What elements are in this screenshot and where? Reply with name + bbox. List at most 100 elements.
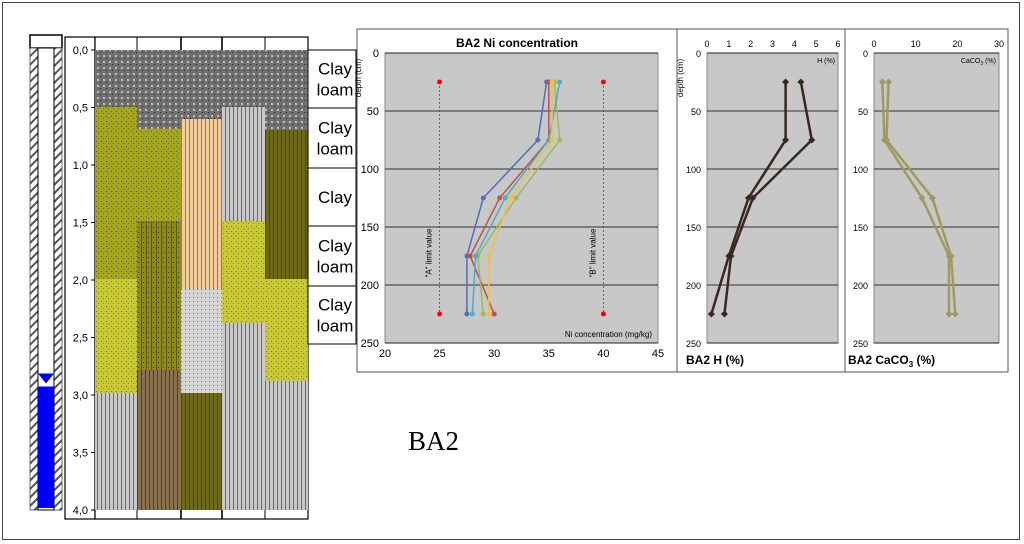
data-point — [808, 136, 816, 144]
chart-title: BA2 CaCO3 (%) — [848, 353, 935, 369]
x-axis-label: Ni concentration (mg/kg) — [565, 330, 652, 339]
data-point — [744, 194, 752, 202]
data-point — [727, 252, 735, 260]
soil-texture-label: loam — [317, 140, 354, 159]
depth-tick-label: 4,0 — [73, 505, 88, 517]
soil-layer — [222, 50, 265, 107]
site-label: BA2 — [408, 426, 459, 456]
y-tick-label: 200 — [361, 280, 379, 292]
soil-layer — [181, 289, 222, 393]
y-tick-label: 50 — [367, 106, 379, 118]
y-tick-label: 200 — [853, 281, 868, 291]
data-point — [491, 311, 497, 317]
y-tick-label: 200 — [686, 281, 701, 291]
chart-title: BA2 Ni concentration — [456, 36, 578, 50]
chart-h: 0 50 100 150 200 250 0 1 2 3 4 5 6 depth (cm) H (%) BA2… — [676, 39, 841, 367]
depth-tick-label: 3,0 — [73, 390, 88, 402]
data-point — [549, 79, 555, 85]
plot-area — [384, 52, 659, 344]
soil-layer — [265, 50, 308, 130]
y-tick-label: 100 — [686, 165, 701, 175]
soil-layer — [181, 50, 222, 119]
data-point — [535, 137, 541, 143]
data-point — [513, 195, 519, 201]
soil-layer — [222, 323, 265, 510]
soil-texture-label: loam — [317, 81, 354, 100]
soil-texture-label: Clay — [318, 188, 353, 207]
x-tick-label: 40 — [597, 348, 609, 360]
soil-texture-label: loam — [317, 317, 354, 336]
y-tick-label: 50 — [858, 107, 868, 117]
x-tick-label: 30 — [994, 39, 1004, 49]
soil-layer — [95, 107, 137, 279]
soil-profile — [94, 36, 309, 520]
soil-texture-labels: Clay loam Clay loam Clay Clay loam Clay loam — [307, 49, 357, 345]
data-point — [464, 311, 470, 317]
y-tick-label: 0 — [373, 48, 379, 60]
x-axis-label: CaCO3 (%) — [961, 58, 996, 67]
groundwater-level-marker — [38, 373, 54, 384]
soil-layer — [137, 370, 181, 510]
soil-layer — [265, 279, 308, 381]
soil-layer — [95, 279, 137, 393]
soil-layer — [222, 107, 265, 221]
data-point — [557, 79, 563, 85]
soil-texture-label: Clay — [318, 296, 353, 315]
soil-layer — [95, 393, 137, 510]
x-tick-label: 3 — [770, 39, 775, 49]
data-point — [918, 194, 926, 202]
y-tick-label: 150 — [361, 222, 379, 234]
y-tick-label: 100 — [361, 164, 379, 176]
soil-texture-label: loam — [317, 258, 354, 277]
limit-point — [437, 311, 443, 317]
soil-layer — [137, 129, 181, 221]
y-tick-label: 250 — [686, 339, 701, 349]
x-tick-label: 35 — [543, 348, 555, 360]
plot-area — [706, 52, 839, 344]
data-point — [557, 137, 563, 143]
x-tick-label: 10 — [911, 39, 921, 49]
data-point — [549, 137, 555, 143]
groundwater-column — [38, 386, 54, 508]
soil-texture-label: Clay — [318, 237, 353, 256]
limit-label: "B" limit value — [588, 228, 597, 277]
y-tick-label: 50 — [691, 107, 701, 117]
data-point — [782, 136, 790, 144]
data-point — [782, 78, 790, 86]
soil-layer — [95, 50, 137, 107]
y-tick-label: 250 — [361, 338, 379, 350]
depth-tick-label: 2,5 — [73, 333, 88, 345]
soil-layer — [222, 221, 265, 323]
x-tick-label: 20 — [952, 39, 962, 49]
data-point — [469, 311, 475, 317]
data-point — [928, 194, 936, 202]
data-point — [480, 195, 486, 201]
data-point — [473, 253, 479, 259]
x-tick-label: 45 — [652, 348, 664, 360]
limit-point — [600, 311, 606, 317]
data-point — [947, 252, 955, 260]
soil-layer — [181, 119, 222, 289]
x-tick-label: 20 — [379, 348, 391, 360]
data-point — [878, 78, 886, 86]
x-tick-label: 4 — [792, 39, 797, 49]
limit-label: "A" limit value — [425, 228, 434, 277]
x-tick-label: 6 — [835, 39, 840, 49]
depth-tick-label: 1,0 — [73, 160, 88, 172]
data-point — [486, 253, 492, 259]
soil-layer — [265, 130, 308, 279]
soil-texture-label: Clay — [318, 119, 353, 138]
limit-point — [600, 79, 606, 85]
x-tick-label: 0 — [704, 39, 709, 49]
soil-texture-label: Clay — [318, 60, 353, 79]
data-point — [885, 78, 893, 86]
data-point — [749, 194, 757, 202]
data-point — [883, 136, 890, 144]
x-tick-label: 30 — [488, 348, 500, 360]
depth-tick-label: 1,5 — [73, 218, 88, 230]
depth-tick-label: 0,5 — [73, 103, 88, 115]
soil-layer — [265, 381, 308, 510]
chart-title: BA2 H (%) — [686, 353, 744, 367]
